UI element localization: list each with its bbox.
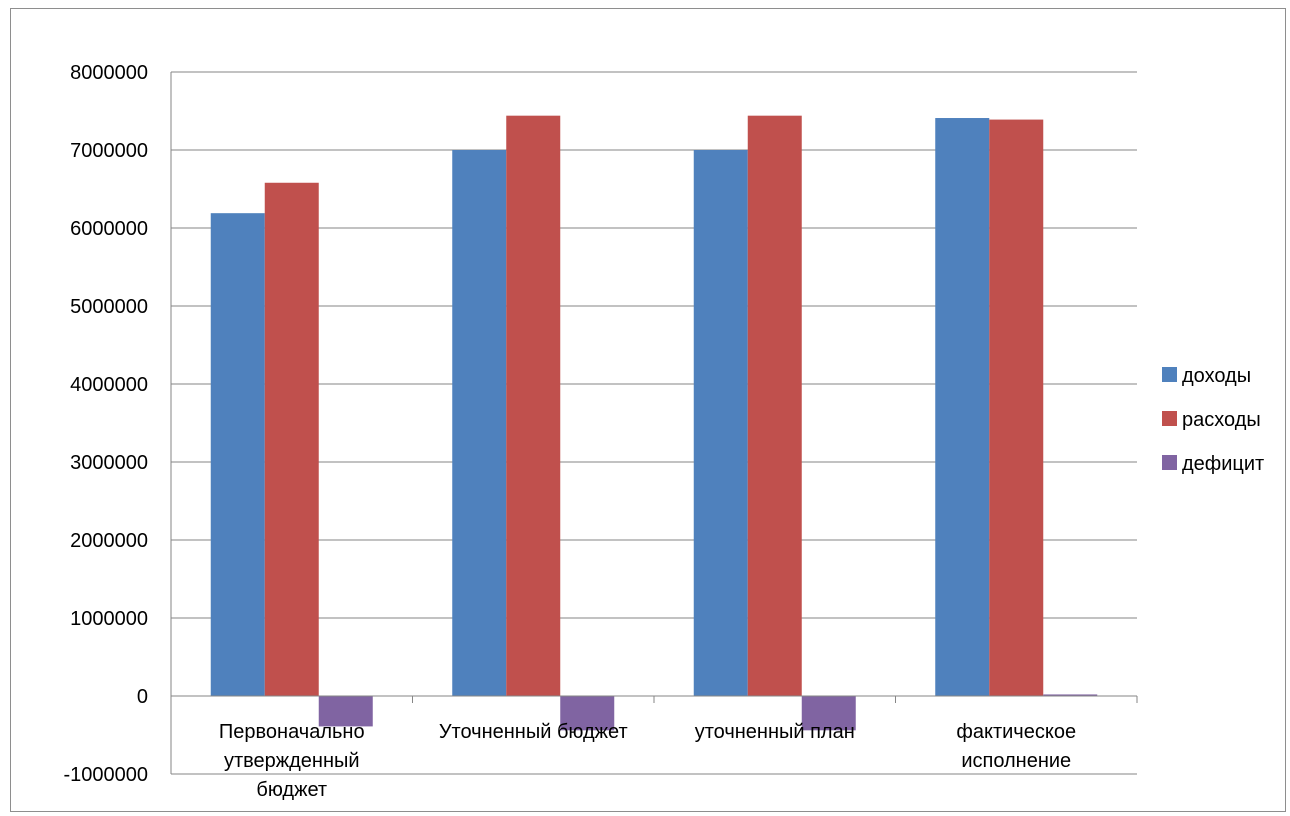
y-tick-label: 5000000 bbox=[70, 296, 148, 318]
legend-swatch-расходы bbox=[1162, 411, 1177, 426]
bar-расходы-2 bbox=[747, 115, 802, 697]
y-tick-label: 6000000 bbox=[70, 218, 148, 240]
y-tick-label: 1000000 bbox=[70, 608, 148, 630]
bar-дефицит-2 bbox=[801, 696, 856, 731]
x-category-label: утвержденный bbox=[224, 750, 360, 772]
x-category-label: бюджет bbox=[256, 779, 327, 801]
bar-дефицит-0 bbox=[318, 696, 373, 727]
legend-swatch-доходы bbox=[1162, 367, 1177, 382]
legend: доходы расходы дефицит bbox=[1162, 365, 1264, 475]
x-axis: Первоначально утвержденный бюджет Уточненны… bbox=[170, 695, 1138, 801]
y-tick-label: 2000000 bbox=[70, 530, 148, 552]
bar-дефицит-1 bbox=[560, 696, 615, 731]
legend-swatch-дефицит bbox=[1162, 455, 1177, 470]
legend-label-расходы: расходы bbox=[1182, 409, 1261, 431]
bar-расходы-1 bbox=[506, 115, 561, 697]
bar-доходы-1 bbox=[452, 150, 507, 696]
x-category-label: фактическое bbox=[956, 721, 1076, 743]
y-tick-label: 8000000 bbox=[70, 62, 148, 84]
bar-расходы-3 bbox=[989, 119, 1044, 696]
x-category-label: исполнение bbox=[961, 750, 1071, 772]
x-category-label: Уточненный бюджет bbox=[439, 721, 628, 743]
y-tick-label: 7000000 bbox=[70, 140, 148, 162]
y-axis: 8000000 7000000 6000000 5000000 4000000 30000… bbox=[63, 62, 172, 786]
x-category-label: Первоначально bbox=[219, 721, 365, 743]
y-tick-label: 3000000 bbox=[70, 452, 148, 474]
legend-label-дефицит: дефицит bbox=[1182, 453, 1264, 475]
legend-label-доходы: доходы bbox=[1182, 365, 1251, 387]
y-tick-label: -1000000 bbox=[63, 764, 148, 786]
x-category-label: уточненный план bbox=[695, 721, 855, 743]
bar-доходы-0 bbox=[210, 213, 265, 696]
y-tick-label: 4000000 bbox=[70, 374, 148, 396]
bars bbox=[210, 115, 1098, 731]
bar-расходы-0 bbox=[264, 182, 319, 696]
bar-доходы-3 bbox=[935, 118, 990, 696]
y-tick-label: 0 bbox=[137, 686, 148, 708]
bar-дефицит-3 bbox=[1043, 694, 1098, 696]
bar-доходы-2 bbox=[693, 150, 748, 696]
